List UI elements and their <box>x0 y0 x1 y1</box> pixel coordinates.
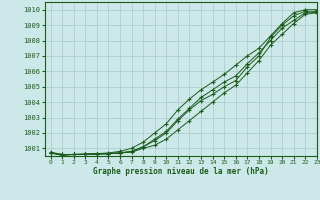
X-axis label: Graphe pression niveau de la mer (hPa): Graphe pression niveau de la mer (hPa) <box>93 167 269 176</box>
